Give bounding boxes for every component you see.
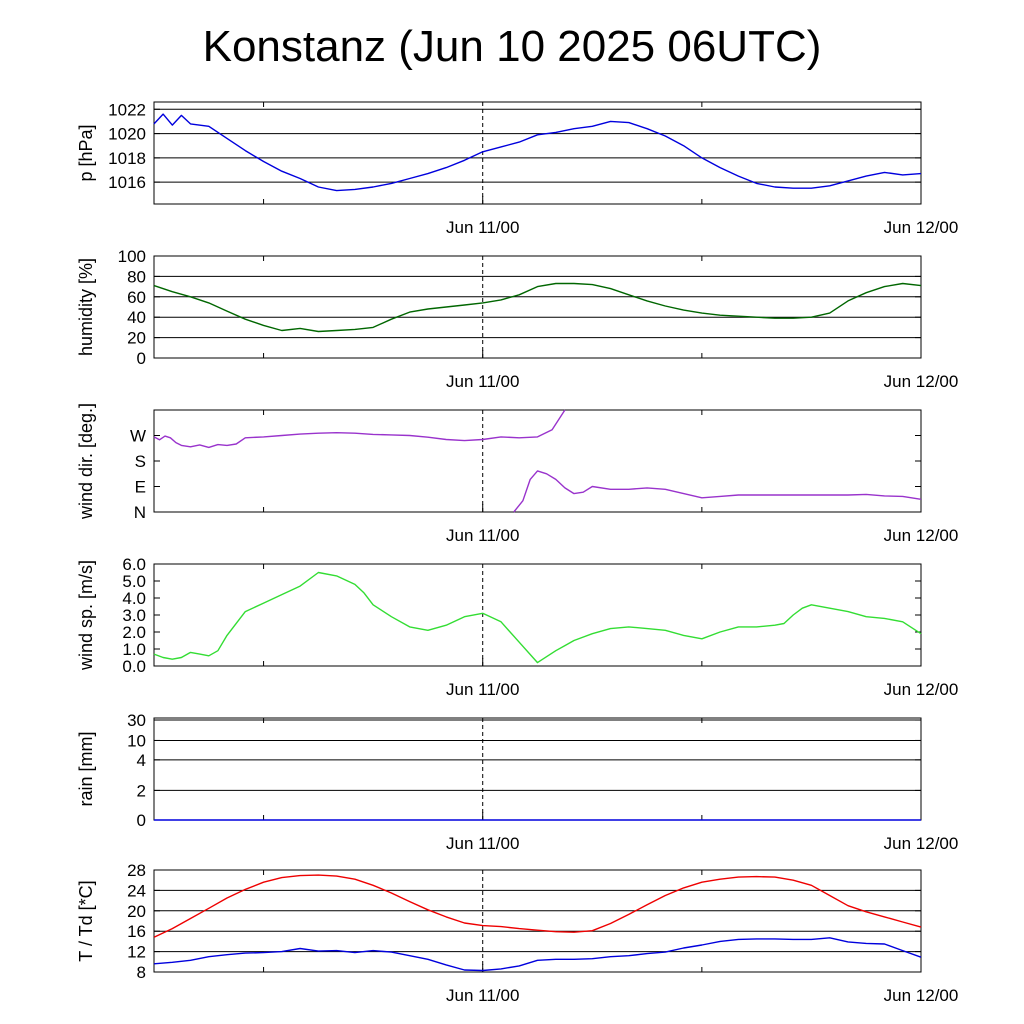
y-tick-label: 3.0: [122, 606, 146, 625]
y-tick-label: 4: [137, 751, 146, 770]
y-tick-label: 8: [137, 963, 146, 982]
y-tick-label: N: [134, 503, 146, 522]
y-axis-title: p [hPa]: [76, 124, 96, 181]
y-tick-label: 1022: [108, 100, 146, 119]
series-line-0: [153, 409, 566, 449]
x-tick-label: Jun 11/00: [446, 372, 519, 391]
plot-frame: [153, 409, 922, 513]
y-tick-label: 1020: [108, 125, 146, 144]
x-tick-label: Jun 12/00: [884, 372, 959, 391]
y-tick-label: 4.0: [122, 589, 146, 608]
plot-frame: [153, 869, 922, 973]
y-tick-label: 16: [127, 922, 146, 941]
plot-frame: [153, 717, 922, 821]
y-tick-label: 20: [127, 329, 146, 348]
y-tick-label: 12: [127, 943, 146, 962]
chart-title: Konstanz (Jun 10 2025 06UTC): [202, 22, 822, 71]
y-tick-label: 20: [127, 902, 146, 921]
y-tick-label: 40: [127, 308, 146, 327]
y-tick-label: 6.0: [122, 555, 146, 574]
y-tick-label: 0: [137, 811, 146, 830]
series-line-0: [153, 874, 922, 938]
y-tick-label: S: [135, 452, 146, 471]
y-tick-label: 80: [127, 267, 146, 286]
y-tick-label: 2: [137, 781, 146, 800]
x-tick-label: Jun 11/00: [446, 218, 519, 237]
y-axis-title: rain [mm]: [76, 731, 96, 806]
y-tick-label: 0.0: [122, 657, 146, 676]
y-tick-label: 1.0: [122, 640, 146, 659]
y-tick-label: 1016: [108, 173, 146, 192]
y-axis-title: wind sp. [m/s]: [76, 560, 96, 671]
y-tick-label: 28: [127, 861, 146, 880]
y-tick-label: 10: [127, 731, 146, 750]
x-tick-label: Jun 12/00: [884, 986, 959, 1005]
plot-frame: [153, 255, 922, 359]
panel-0: 1016 1018 1020 1022 Jun 11/00 Jun 12/00 p [hPa…: [76, 100, 958, 237]
series-line-1: [513, 470, 922, 513]
y-axis-title: wind dir. [deg.]: [76, 403, 96, 520]
y-tick-label: E: [135, 478, 146, 497]
x-tick-label: Jun 12/00: [884, 680, 959, 699]
plot-frame: [153, 563, 922, 667]
series-line-0: [153, 282, 922, 333]
y-tick-label: 24: [127, 881, 146, 900]
y-tick-label: W: [130, 427, 146, 446]
y-tick-label: 60: [127, 288, 146, 307]
x-tick-label: Jun 11/00: [446, 986, 519, 1005]
y-tick-label: 2.0: [122, 623, 146, 642]
y-axis-title: humidity [%]: [76, 258, 96, 356]
panel-3: 0.01.02.03.04.05.06.0 Jun 11/00 Jun 12/00 w…: [76, 555, 958, 699]
y-tick-label: 100: [118, 247, 146, 266]
y-tick-label: 0: [137, 349, 146, 368]
series-line-1: [153, 937, 922, 972]
series-line-0: [153, 571, 922, 664]
x-tick-label: Jun 11/00: [446, 526, 519, 545]
y-tick-label: 1018: [108, 149, 146, 168]
y-tick-label: 30: [127, 711, 146, 730]
x-tick-label: Jun 12/00: [884, 218, 959, 237]
x-tick-label: Jun 11/00: [446, 834, 519, 853]
plot-frame: [153, 101, 922, 205]
x-tick-label: Jun 12/00: [884, 834, 959, 853]
x-tick-label: Jun 12/00: [884, 526, 959, 545]
y-axis-title: T / Td [*C]: [76, 880, 96, 961]
x-tick-label: Jun 11/00: [446, 680, 519, 699]
series-line-0: [153, 113, 922, 192]
y-tick-label: 5.0: [122, 572, 146, 591]
